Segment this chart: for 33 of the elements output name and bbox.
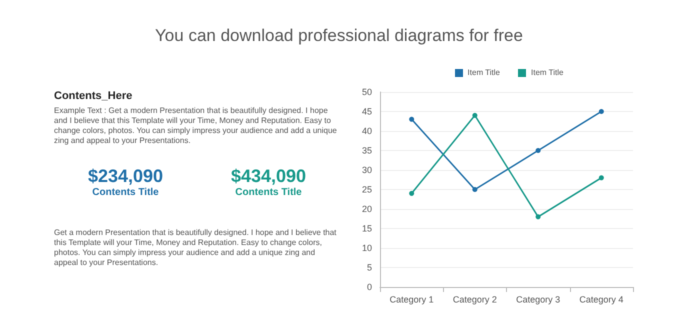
- point: [409, 190, 414, 196]
- y-tick-label: 20: [362, 204, 372, 214]
- text: Example Text : Get a modern Presentation that is beautifully designed. I hope and I believe that this Template will your Time, Money and Reputation. Easy to change colors, photos. You can simply impress your audience and add a unique zing and appeal to your Presentations.: [54, 106, 338, 146]
- text: Contents Title: [91, 187, 160, 198]
- y-tick-label: 25: [362, 184, 372, 194]
- legend-label: Item Title: [531, 68, 564, 77]
- point: [472, 187, 478, 192]
- point: [598, 109, 604, 114]
- point: [409, 116, 414, 122]
- x-tick-label: Category 2: [452, 294, 497, 304]
- x-tick-label: Category 4: [579, 294, 624, 304]
- point: [472, 112, 478, 118]
- x-tick-label: Category 1: [390, 294, 434, 304]
- text: $434,090: [230, 166, 306, 187]
- point: [536, 214, 541, 220]
- y-tick-label: 45: [362, 106, 372, 116]
- text: You can download professional diagrams for free: [154, 26, 524, 46]
- y-tick-label: 15: [362, 224, 372, 234]
- point: [536, 148, 541, 153]
- y-tick-label: 35: [362, 146, 372, 156]
- y-tick-label: 50: [362, 87, 372, 97]
- y-tick-label: 0: [366, 282, 372, 292]
- y-tick-label: 10: [362, 243, 372, 253]
- text: Contents Title: [234, 187, 303, 198]
- y-tick-label: 30: [362, 165, 372, 175]
- y-tick-label: 40: [362, 126, 372, 136]
- text: $234,090: [88, 166, 164, 187]
- point: [598, 175, 604, 180]
- y-tick-label: 5: [366, 262, 372, 272]
- legend-label: Item Title: [468, 68, 500, 77]
- x-tick-label: Category 3: [516, 294, 560, 304]
- text: Get a modern Presentation that is beautifully designed. I hope and I believe that this Template will your Time, Money and Reputation. Easy to change colors, photos. You can simply impress your audience and add a unique zing and appeal to your Presentations.: [54, 228, 338, 268]
- text: Contents_Here: [54, 90, 134, 102]
